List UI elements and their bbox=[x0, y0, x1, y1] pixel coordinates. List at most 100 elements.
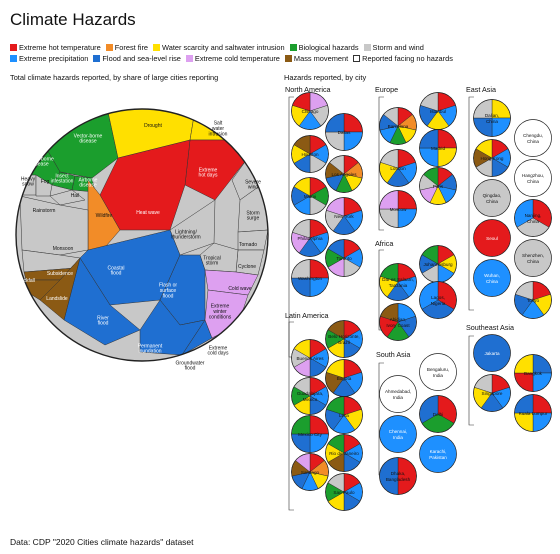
pie-outline bbox=[419, 281, 457, 319]
pie-outline bbox=[291, 135, 329, 173]
city-pie: New York bbox=[325, 197, 363, 235]
pie-empty bbox=[379, 375, 417, 413]
city-pie: Johannesburg bbox=[419, 245, 457, 283]
treemap-cell-label: Cyclone bbox=[238, 264, 256, 270]
city-label-line: Hangzhou, bbox=[522, 173, 544, 178]
city-pie: Moscow bbox=[379, 190, 417, 228]
treemap-cell-label: Wildfire bbox=[96, 213, 113, 219]
city-pie: Los Angeles bbox=[325, 155, 363, 193]
city-pie: Nanjing,China bbox=[514, 199, 552, 237]
cell-label-line: Flash or bbox=[159, 283, 177, 289]
city-label: Shenzhen,China bbox=[522, 253, 544, 264]
region-label: Africa bbox=[375, 239, 393, 248]
city-label: Chicago bbox=[302, 109, 319, 114]
city-label-line: China bbox=[527, 259, 539, 264]
city-label-line: Singapore bbox=[482, 391, 503, 396]
city-label-line: Ivory Coast bbox=[386, 323, 410, 328]
treemap-cell-label: Cold wave bbox=[228, 286, 252, 292]
cell-label-line: Severe bbox=[245, 179, 261, 185]
city-label-line: Lima bbox=[339, 413, 349, 418]
city-label-line: Philadelphia bbox=[297, 236, 322, 241]
city-label-line: Buenos Aires bbox=[296, 356, 324, 361]
pie-outline bbox=[379, 263, 417, 301]
city-label: Istanbul bbox=[430, 109, 446, 114]
city-label-line: Madrid bbox=[431, 146, 445, 151]
city-label-line: Guadalajara, bbox=[297, 391, 323, 396]
city-pie: Miami bbox=[291, 177, 329, 215]
pie-outline bbox=[379, 190, 417, 228]
city-label-line: Bangladesh bbox=[386, 477, 411, 482]
region-group: Latin America Belo Horizonte,Brazil Buenos… bbox=[285, 311, 363, 511]
pie-outline bbox=[325, 473, 363, 511]
city-label-line: Tokyo bbox=[527, 298, 539, 303]
city-label: Hangzhou,China bbox=[522, 173, 544, 184]
city-label-line: Wuhan, bbox=[484, 273, 500, 278]
pie-slice bbox=[379, 457, 399, 495]
city-pie: Qingdao,China bbox=[473, 179, 511, 217]
cell-label-line: hot days bbox=[199, 173, 218, 179]
city-label-line: Johannesburg bbox=[423, 262, 453, 267]
pie-outline bbox=[291, 453, 329, 491]
pie-slice bbox=[473, 219, 511, 257]
pie-slice bbox=[514, 239, 552, 277]
cell-label-line: Vector-borne bbox=[74, 133, 103, 139]
city-label-line: Barcelona bbox=[388, 124, 409, 129]
city-label-line: Toronto bbox=[336, 256, 352, 261]
cell-label-line: inundation bbox=[138, 349, 161, 355]
legend-swatch bbox=[289, 44, 297, 51]
city-label: Qingdao,China bbox=[483, 193, 502, 204]
city-label-line: Dar es Salaam, bbox=[382, 277, 414, 282]
city-label-line: New York bbox=[334, 214, 354, 219]
cell-label-line: Rainstorm bbox=[33, 208, 56, 214]
treemap-cell-label: Landslide bbox=[46, 296, 68, 302]
region-label: Southeast Asia bbox=[466, 323, 514, 332]
city-label-line: Sao Paulo bbox=[333, 490, 355, 495]
cell-label-line: flood bbox=[163, 293, 174, 299]
city-label: Sao Paulo bbox=[333, 490, 355, 495]
city-label-line: India bbox=[393, 395, 403, 400]
treemap-cell bbox=[49, 189, 86, 206]
city-label: Dallas bbox=[338, 130, 351, 135]
treemap-outline bbox=[15, 108, 269, 362]
region-bracket bbox=[378, 362, 384, 476]
cell-label-line: flood bbox=[185, 366, 196, 372]
city-pie: Bengaluru,India bbox=[419, 353, 457, 391]
cell-label-line: Airborne bbox=[79, 177, 98, 183]
city-label: Wuhan,China bbox=[484, 273, 500, 284]
legend-swatch bbox=[353, 55, 361, 62]
legend-item: Forest fire bbox=[105, 42, 148, 53]
city-label: Los Angeles bbox=[331, 172, 357, 177]
cell-label-line: cold days bbox=[207, 351, 229, 357]
city-label-line: Seoul bbox=[486, 236, 498, 241]
city-pie: Dallas bbox=[325, 113, 363, 151]
region-group: Southeast Asia Jakarta Bangkok Singapore Kua… bbox=[466, 323, 552, 432]
city-label-line: Lagos, bbox=[431, 295, 445, 300]
city-label-line: Qingdao, bbox=[483, 193, 502, 198]
city-label: Bogota bbox=[337, 376, 352, 381]
city-label: Ahmedabad,India bbox=[385, 389, 411, 400]
pie-outline bbox=[419, 129, 457, 167]
pie-slice bbox=[419, 435, 457, 473]
city-label: Moscow bbox=[390, 207, 408, 212]
pie-outline bbox=[379, 149, 417, 187]
cell-label-line: disease bbox=[79, 139, 96, 145]
city-pie: Belo Horizonte,Brazil bbox=[325, 320, 363, 358]
cell-label-line: storm bbox=[206, 261, 219, 267]
city-pie: Chicago bbox=[291, 92, 329, 130]
city-pie: Lagos,Nigeria bbox=[419, 281, 457, 319]
city-label-line: Abidjan, bbox=[390, 317, 407, 322]
region-label: South Asia bbox=[376, 350, 410, 359]
city-label: Singapore bbox=[482, 391, 503, 396]
region-group: Europe Istanbul Barcelona Madrid London Paris… bbox=[375, 85, 457, 231]
region-label: Latin America bbox=[285, 311, 329, 320]
city-label-line: China bbox=[527, 179, 539, 184]
cell-label-line: infestation bbox=[51, 179, 74, 185]
